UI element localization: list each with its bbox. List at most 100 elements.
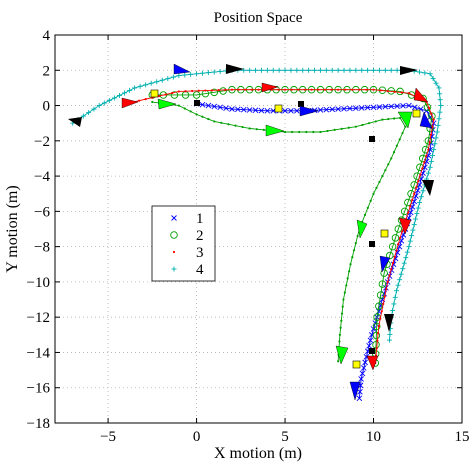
point-marker-plus (371, 67, 377, 73)
point-marker-plus (436, 116, 442, 122)
point-marker-dot (419, 173, 422, 176)
point-marker-plus (300, 67, 306, 73)
marker-stroke (411, 198, 418, 205)
y-axis-label: Y motion (m) (4, 185, 21, 272)
series-line (152, 101, 406, 362)
point-marker-dot (210, 89, 214, 92)
y-tick-label: −12 (27, 310, 50, 326)
point-marker-circle (380, 269, 388, 277)
point-marker-dot (340, 127, 343, 130)
point-marker-dot (377, 332, 380, 335)
marker-stroke (347, 105, 353, 112)
point-marker-dot (177, 90, 180, 93)
y-tick-label: −2 (34, 134, 50, 150)
point-marker-dot (291, 130, 294, 134)
point-marker-dot (338, 333, 341, 336)
point-marker-plus (437, 91, 443, 97)
marker-stroke (383, 284, 389, 291)
y-tick-label: −14 (27, 345, 51, 361)
point-marker-dot (339, 326, 342, 329)
point-marker-plus (387, 331, 393, 337)
point-marker-x (359, 370, 366, 377)
point-marker-dot (201, 115, 204, 118)
point-marker-plus (253, 67, 259, 73)
point-marker-circle (378, 280, 387, 288)
point-marker-dot (341, 305, 344, 308)
point-marker-dot (390, 268, 393, 271)
point-marker-x (383, 284, 389, 291)
series-unlabeled-group (151, 100, 407, 363)
point-marker-circle (428, 112, 436, 120)
marker-stroke (376, 104, 383, 110)
point-marker-dot (257, 88, 260, 91)
point-marker-plus (420, 188, 426, 194)
marker-stroke (367, 337, 374, 344)
marker-stroke (359, 370, 366, 377)
point-marker-dot (386, 89, 389, 93)
point-marker-dot (237, 88, 240, 91)
point-marker-dot (411, 198, 414, 202)
point-marker-dot (323, 88, 326, 91)
point-marker-dot (157, 94, 161, 98)
point-marker-dot (386, 280, 389, 284)
point-marker-dot (381, 174, 384, 178)
point-marker-plus (376, 67, 382, 73)
point-marker-x (360, 365, 367, 371)
point-marker-dot (398, 138, 401, 141)
point-marker-dot (387, 163, 390, 166)
point-marker-dot (184, 90, 187, 93)
point-marker-plus (433, 135, 439, 141)
point-marker-x (382, 103, 389, 110)
point-marker-plus (165, 76, 171, 82)
point-marker-x (376, 104, 383, 110)
point-marker-plus (154, 79, 160, 85)
x-axis-label: X motion (m) (214, 445, 302, 462)
point-marker-plus (394, 288, 400, 294)
point-marker-x (388, 103, 395, 110)
point-marker-dot (385, 288, 388, 291)
arrow-marker-green (397, 111, 413, 129)
marker-stroke (252, 107, 259, 114)
tick-layer: −5 0 5 10 15 −18 −16 −14 −12 −10 −8 −6 −4 −2 0 2 4 (27, 28, 470, 445)
point-marker-plus (388, 67, 394, 73)
point-marker-dot (372, 88, 375, 91)
point-marker-plus (400, 266, 406, 272)
point-marker-plus (270, 67, 276, 73)
x-tick-label: 0 (193, 429, 201, 445)
marker-stroke (240, 106, 247, 113)
point-marker-dot (383, 295, 386, 298)
square-marker-black (369, 348, 375, 354)
x-tick-label: 15 (455, 429, 470, 445)
point-marker-x (362, 359, 368, 366)
point-marker-dot (425, 154, 428, 158)
point-marker-dot (384, 169, 387, 172)
point-marker-x (341, 105, 347, 112)
arrow-marker-red (398, 217, 412, 235)
point-marker-x (370, 326, 377, 332)
point-marker-dot (352, 249, 356, 252)
point-marker-plus (437, 109, 443, 115)
y-tick-label: 4 (43, 28, 51, 44)
point-marker-plus (411, 222, 417, 228)
arrow-marker-red (366, 355, 379, 371)
point-marker-plus (170, 74, 176, 80)
point-marker-circle (394, 225, 403, 233)
marker-stroke (400, 103, 406, 109)
point-marker-dot (401, 131, 404, 135)
point-marker-x (235, 106, 241, 113)
point-marker-dot (227, 123, 230, 126)
point-marker-dot (429, 133, 433, 136)
y-tick-label: −4 (34, 169, 50, 185)
point-marker-circle (376, 291, 385, 299)
point-marker-dot (312, 130, 315, 134)
point-marker-plus (86, 110, 92, 116)
point-marker-dot (342, 298, 345, 301)
y-tick-label: −10 (27, 275, 50, 291)
marker-stroke (282, 108, 288, 114)
point-marker-plus (359, 67, 365, 73)
marker-stroke (223, 105, 229, 112)
arrow-marker-red (121, 97, 139, 109)
point-marker-dot (197, 89, 200, 92)
point-marker-dot (421, 167, 424, 170)
